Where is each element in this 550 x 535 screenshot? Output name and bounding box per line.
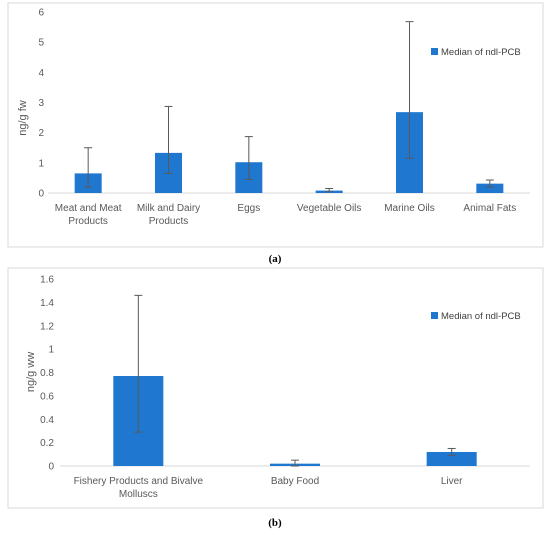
chart-a-y-tick-label: 6 [38,8,44,19]
chart-a-y-tick-label: 3 [38,98,44,109]
chart-b-legend-swatch [431,312,438,319]
chart-a-y-tick-label: 0 [38,189,44,200]
chart-a-frame [7,2,544,248]
chart-b-category-label: Molluscs [119,489,158,500]
chart-a-y-tick-label: 5 [38,38,44,49]
chart-a-y-tick-label: 4 [38,68,44,79]
chart-a-panel-label: (a) [269,253,282,265]
chart-b-panel-label: (b) [268,517,282,529]
chart-b-y-tick-label: 0.8 [40,368,54,379]
chart-b-category-label: Liver [441,476,463,487]
chart-a-y-tick-label: 1 [38,158,44,169]
chart-b-frame [7,267,544,509]
chart-a-category-label: Products [68,216,107,227]
chart-b-y-tick-label: 0.6 [40,391,54,402]
chart-b-y-tick-label: 1.6 [40,275,54,286]
chart-b-bar [426,451,477,466]
chart-a-category-label: Vegetable Oils [297,203,362,214]
chart-a-y-axis-label: ng/g fw [17,100,29,136]
chart-a: ng/g fw 0 1 2 3 4 5 6 Meat and Meat Products Mil… [7,2,544,248]
chart-b-legend-label: Median of ndl-PCB [441,311,521,322]
chart-a-category-label: Meat and Meat [55,203,122,214]
chart-a-legend-swatch [431,48,438,55]
chart-b-category-label: Baby Food [271,476,319,487]
chart-b: ng/g ww 0 0.2 0.4 0.6 0.8 1 1.2 1.4 1.6 Fishery … [7,267,544,509]
chart-b-category-label: Fishery Products and Bivalve [74,476,204,487]
chart-b-y-tick-label: 1.2 [40,321,54,332]
chart-a-y-tick-label: 2 [38,128,44,139]
chart-a-legend-label: Median of ndl-PCB [441,47,521,58]
chart-b-y-axis-label: ng/g ww [25,352,37,392]
chart-a-category-label: Milk and Dairy [137,203,200,214]
chart-a-category-label: Animal Fats [463,203,516,214]
chart-a-category-label: Eggs [237,203,260,214]
chart-b-y-tick-label: 0.2 [40,438,54,449]
chart-b-y-tick-label: 1.4 [40,298,54,309]
chart-b-y-tick-label: 1 [48,345,54,356]
chart-b-y-tick-label: 0 [48,462,54,473]
chart-b-y-tick-label: 0.4 [40,415,54,426]
chart-a-bar [476,183,504,193]
chart-a-category-label: Products [149,216,188,227]
chart-a-category-label: Marine Oils [384,203,435,214]
